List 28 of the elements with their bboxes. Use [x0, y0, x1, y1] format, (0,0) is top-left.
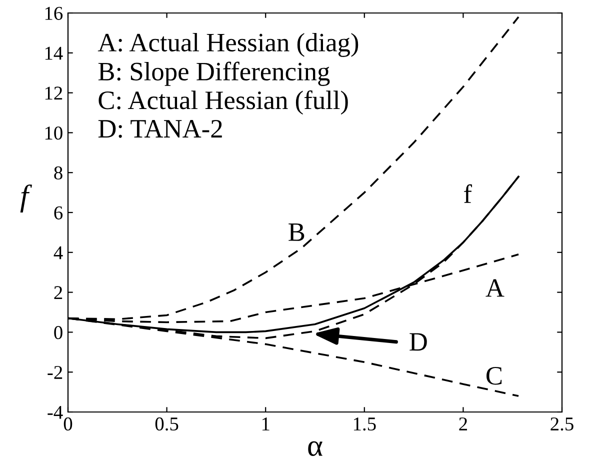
- y-tick-label: -2: [48, 366, 62, 379]
- y-tick-label: 10: [45, 126, 62, 140]
- x-tick-label: 2.5: [550, 417, 574, 431]
- x-tick-label: 1.5: [354, 418, 376, 431]
- y-tick-label: 16: [45, 6, 63, 20]
- annotation: f: [464, 184, 472, 203]
- x-tick-label: 2: [459, 417, 467, 430]
- y-tick-label: 2: [54, 286, 62, 300]
- y-tick-label: 6: [54, 206, 63, 220]
- x-axis-title: α: [308, 441, 322, 456]
- annotation: C: Actual Hessian (full): [98, 90, 348, 115]
- y-tick-label: 0: [54, 326, 62, 340]
- y-tick-label: 14: [45, 46, 63, 60]
- x-tick-label: 0.5: [155, 417, 178, 431]
- annotation: A: [486, 279, 504, 297]
- x-tick-label: 0: [64, 417, 72, 431]
- y-tick-label: -4: [48, 406, 63, 419]
- annotation: D: [410, 333, 427, 351]
- y-tick-label: 12: [45, 86, 62, 100]
- x-tick-label: 1: [262, 418, 270, 430]
- y-tick-label: 4: [54, 246, 63, 260]
- annotation: B: [288, 224, 304, 241]
- y-axis-title: f: [20, 184, 32, 212]
- annotation: B: Slope Differencing: [98, 62, 330, 86]
- annotation: D: TANA-2: [98, 120, 222, 138]
- annotation: A: Actual Hessian (diag): [98, 32, 358, 57]
- y-tick-label: 8: [54, 166, 62, 180]
- annotation: C: [486, 366, 502, 385]
